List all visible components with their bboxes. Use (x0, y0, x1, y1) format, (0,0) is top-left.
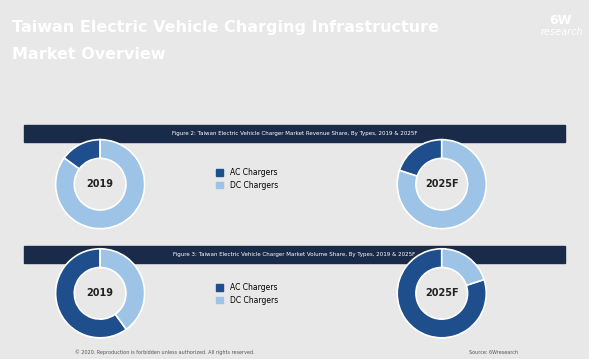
Bar (24, 125, 565, 142)
Legend: AC Chargers, DC Chargers: AC Chargers, DC Chargers (216, 168, 278, 190)
Wedge shape (55, 249, 126, 338)
Wedge shape (397, 249, 487, 338)
Text: 2019: 2019 (87, 288, 114, 298)
Text: 2019: 2019 (87, 179, 114, 189)
Text: Figure 2: Taiwan Electric Vehicle Charger Market Revenue Share, By Types, 2019 &: Figure 2: Taiwan Electric Vehicle Charge… (172, 131, 417, 136)
Text: 6W: 6W (549, 14, 571, 27)
Text: research: research (541, 27, 583, 37)
Text: © 2020. Reproduction is forbidden unless authorized. All rights reserved.: © 2020. Reproduction is forbidden unless… (75, 349, 254, 355)
Legend: AC Chargers, DC Chargers: AC Chargers, DC Chargers (216, 283, 278, 304)
Text: 2025F: 2025F (425, 288, 459, 298)
Wedge shape (55, 140, 145, 229)
Text: Figure 3: Taiwan Electric Vehicle Charger Market Volume Share, By Types, 2019 & : Figure 3: Taiwan Electric Vehicle Charge… (173, 252, 416, 257)
Wedge shape (442, 249, 484, 285)
Wedge shape (100, 249, 145, 329)
Text: Source: 6Wresearch: Source: 6Wresearch (469, 350, 518, 355)
Wedge shape (399, 140, 442, 176)
Text: 2025F: 2025F (425, 179, 459, 189)
Text: Taiwan Electric Vehicle Charging Infrastructure: Taiwan Electric Vehicle Charging Infrast… (12, 20, 439, 35)
Wedge shape (397, 140, 487, 229)
Text: Market Overview: Market Overview (12, 47, 166, 62)
Wedge shape (64, 140, 100, 169)
Bar (24, 246, 565, 263)
